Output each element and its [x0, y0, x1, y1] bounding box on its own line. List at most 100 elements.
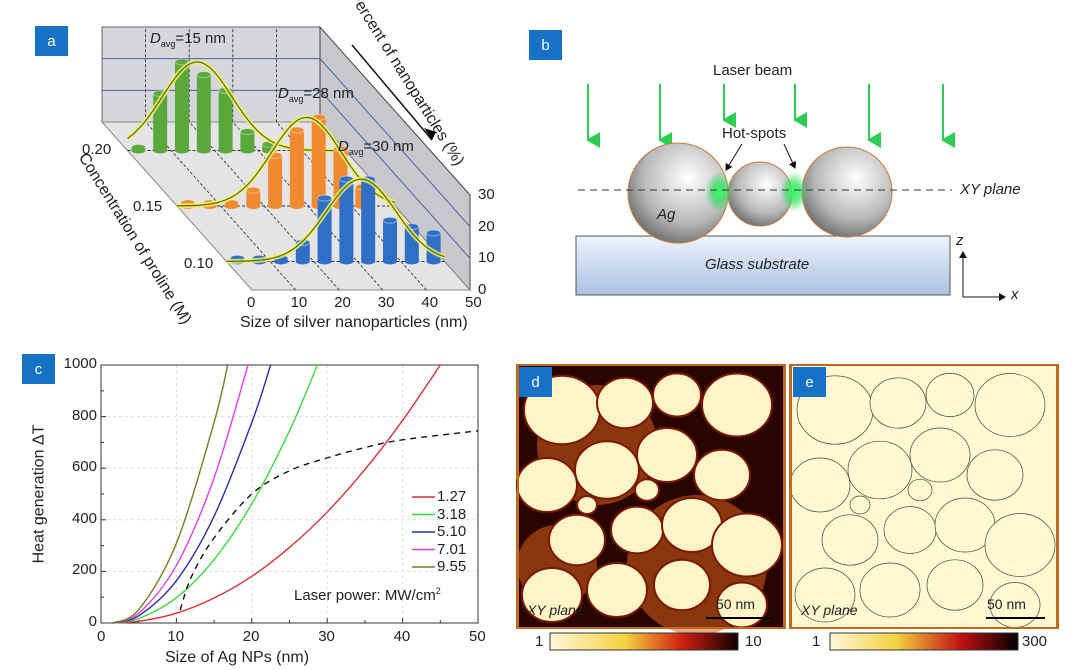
- nanoparticle: [974, 373, 1046, 437]
- nanoparticle: [821, 514, 879, 566]
- x-tick-label: 0: [97, 628, 106, 645]
- x-axis-title: Size of silver nanoparticles (nm): [240, 314, 468, 331]
- bar-base: [295, 258, 310, 265]
- bar: [339, 179, 354, 262]
- e-scale-label: 50 nm: [987, 596, 1026, 612]
- glass-substrate: [575, 235, 951, 296]
- legend-label: 5.10: [437, 523, 467, 540]
- nanoparticle: [907, 478, 933, 502]
- davg-value: =15 nm: [175, 30, 226, 47]
- panel-b-label: b: [529, 30, 562, 60]
- hot-spots-label: Hot-spots: [722, 125, 787, 142]
- conc-tick-0.10: 0.10: [184, 255, 214, 272]
- hot-spot: [780, 172, 808, 212]
- x-tick-label: 50: [469, 628, 486, 645]
- y-tick-label: 1000: [63, 355, 97, 372]
- e-colorbar: [829, 632, 1019, 651]
- bar: [218, 90, 233, 151]
- legend-label: 1.27: [437, 488, 467, 505]
- xy-plane-label: XY plane: [960, 181, 1021, 198]
- panel-d-label: d: [519, 367, 552, 397]
- davg-subscript: avg: [288, 94, 304, 104]
- bar: [361, 179, 376, 262]
- nanoparticle: [869, 377, 927, 429]
- bar-cap: [239, 128, 255, 136]
- bar: [311, 117, 326, 206]
- series-line-1.27: [112, 364, 441, 624]
- bar-base: [383, 258, 397, 265]
- d-cbar-max: 10: [745, 633, 762, 650]
- bar-base: [240, 147, 255, 154]
- x-tick-label: 40: [393, 628, 411, 645]
- gridline: [232, 27, 384, 291]
- panel-c-line-chart: [100, 364, 479, 624]
- davg-label-0.15: Davg=28 nm: [278, 85, 354, 104]
- conc-tick-0.20: 0.20: [82, 141, 112, 158]
- bar-cap: [317, 194, 333, 202]
- d-frame: [517, 364, 785, 629]
- nanoparticle: [576, 495, 598, 515]
- gridline: [275, 27, 427, 291]
- e-plane-label: XY plane: [801, 602, 858, 618]
- davg-label-0.10: Davg=30 nm: [338, 138, 414, 157]
- nanoparticle: [521, 567, 583, 623]
- x-tick: 40: [421, 294, 439, 311]
- nanoparticle: [548, 513, 606, 567]
- nanoparticle: [926, 559, 984, 611]
- bar-base: [426, 258, 441, 265]
- y-tick: 0: [478, 281, 487, 298]
- nanoparticle: [596, 376, 654, 430]
- nanoparticle: [849, 495, 871, 515]
- threshold-dashed-line: [179, 430, 479, 611]
- gridline: [102, 89, 471, 259]
- y-tick-label: 600: [71, 458, 97, 476]
- bar-base: [246, 203, 261, 209]
- bar-base: [218, 147, 233, 154]
- arrow-head: [424, 128, 436, 140]
- series-line-7.01: [112, 364, 249, 624]
- gridline: [102, 58, 471, 227]
- bar: [383, 220, 397, 262]
- legend-label: 3.18: [437, 505, 467, 523]
- legend-note-text: Laser power: MW/cm: [294, 587, 436, 604]
- nanoparticle: [574, 440, 640, 500]
- panel-b-diagram: [575, 84, 1006, 301]
- x-tick: 20: [334, 294, 351, 311]
- series-line-9.55: [111, 364, 229, 624]
- substrate-label: Glass substrate: [705, 256, 810, 273]
- d-colorbar: [549, 632, 739, 651]
- davg-value: =30 nm: [363, 138, 414, 155]
- hot-spot: [705, 172, 733, 212]
- x-tick-label: 20: [242, 628, 260, 645]
- bar-base: [268, 203, 283, 209]
- x-tick: 10: [290, 294, 308, 311]
- nanoparticle: [516, 457, 578, 513]
- ag-label: Ag: [657, 206, 676, 223]
- bar: [240, 131, 255, 151]
- x-tick-label: 10: [167, 628, 185, 645]
- bar: [175, 61, 189, 151]
- x-tick: 30: [377, 294, 395, 311]
- nanoparticle: [693, 448, 751, 502]
- gaussian-fit: [226, 178, 445, 262]
- bar-base: [196, 147, 211, 154]
- bar-base: [274, 258, 288, 265]
- d-cbar-min: 1: [535, 633, 544, 650]
- nanoparticle: [610, 505, 664, 555]
- nanoparticle: [984, 513, 1056, 577]
- c-x-axis-title: Size of Ag NPs (nm): [165, 649, 310, 666]
- nanoparticle: [636, 427, 698, 483]
- x-tick-label: 30: [318, 628, 335, 645]
- nanoparticle: [883, 506, 937, 554]
- y-tick-label: 200: [71, 561, 97, 579]
- bar: [268, 155, 283, 206]
- nanoparticle: [859, 562, 921, 618]
- y-tick-label: 400: [71, 509, 97, 527]
- nanoparticle: [701, 372, 773, 438]
- d-scale-label: 50 nm: [716, 596, 755, 612]
- bar-base: [224, 203, 239, 209]
- laser-beam-label: Laser beam: [713, 62, 793, 79]
- bar-base: [153, 147, 168, 154]
- davg-subscript: avg: [348, 147, 364, 157]
